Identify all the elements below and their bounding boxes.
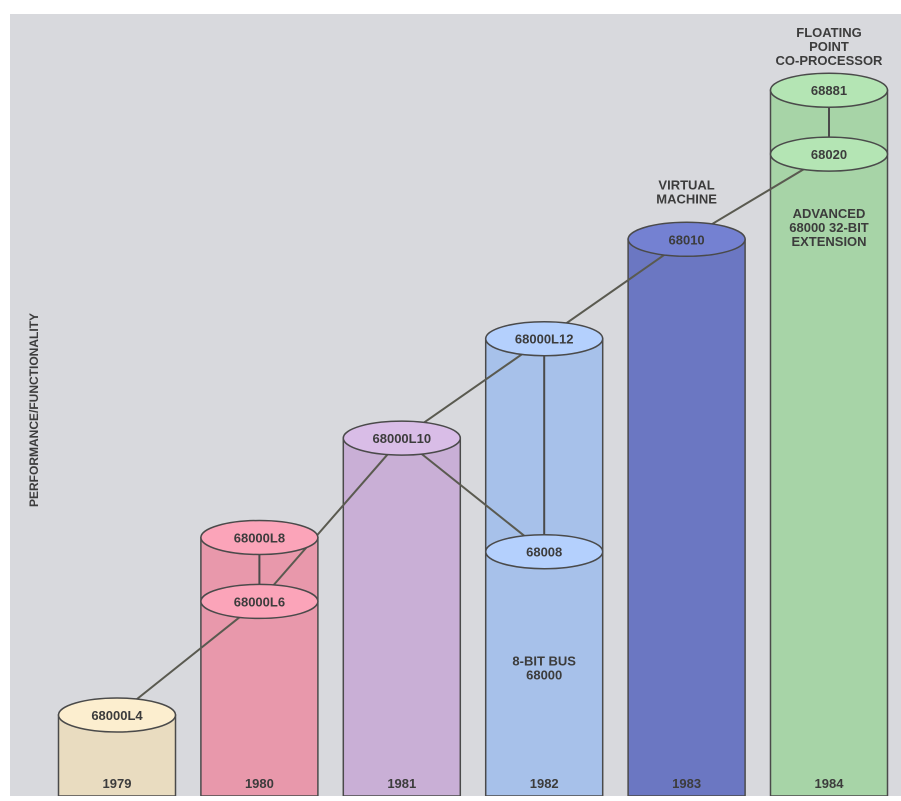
chip-ellipse-68000L4 (57, 697, 177, 733)
chip-label-68000L4: 68000L4 (91, 708, 143, 723)
annotation-line: ADVANCED (793, 206, 866, 221)
year-label-1979: 1979 (103, 776, 132, 791)
chip-ellipse-68881 (769, 72, 889, 108)
chip-ellipse-68020 (769, 136, 889, 172)
year-label-1983: 1983 (672, 776, 701, 791)
annotation-line: 68000 32-BIT (789, 220, 869, 235)
year-label-1981: 1981 (387, 776, 416, 791)
annotations-group: 8-BIT BUS 68000 VIRTUAL MACHINE FLOATING POIN… (512, 25, 883, 682)
column-1983 (627, 238, 746, 797)
column-1981 (342, 437, 462, 797)
annotation-line: CO-PROCESSOR (776, 53, 884, 68)
connector-68000L10-68008 (401, 437, 545, 553)
annotation-line: FLOATING (796, 25, 861, 40)
connector-68000L4-68000L6 (116, 600, 261, 716)
annotation-line: VIRTUAL (658, 178, 714, 193)
y-axis-label: PERFORMANCE/FUNCTIONALITY (27, 313, 41, 507)
annotation-1982-0: 8-BIT BUS 68000 (512, 653, 576, 682)
chip-label-68020: 68020 (811, 147, 847, 162)
annotation-1984-1: ADVANCED 68000 32-BIT EXTENSION (789, 206, 869, 249)
chip-label-68000L12: 68000L12 (515, 332, 574, 347)
column-body-1984 (769, 89, 889, 797)
annotation-line: POINT (809, 39, 849, 54)
column-1984 (769, 89, 889, 797)
chip-label-68010: 68010 (669, 232, 705, 247)
chip-label-68000L6: 68000L6 (234, 594, 285, 609)
chip-label-68000L8: 68000L8 (234, 531, 285, 546)
chip-ellipse-68008 (484, 533, 604, 570)
chip-ellipse-68000L6 (200, 583, 319, 620)
chip-label-68000L10: 68000L10 (373, 431, 432, 446)
annotation-line: EXTENSION (791, 234, 866, 249)
chip-ellipse-68000L10 (342, 420, 462, 456)
column-body-1983 (627, 238, 746, 797)
year-label-1984: 1984 (815, 776, 845, 791)
connector-68000L10-68000L12 (401, 337, 545, 439)
chip-ellipse-68000L12 (484, 320, 604, 357)
year-label-1980: 1980 (245, 776, 274, 791)
connector-68000L6-68000L10 (258, 437, 403, 603)
chip-label-68881: 68881 (811, 83, 847, 98)
annotation-line: 8-BIT BUS (512, 653, 576, 668)
annotation-1983-0: VIRTUAL MACHINE (656, 178, 717, 207)
column-body-1981 (342, 437, 462, 797)
annotation-line: 68000 (526, 667, 562, 682)
chip-ellipse-68000L8 (200, 519, 319, 556)
annotation-1984-0: FLOATING POINT CO-PROCESSOR (776, 25, 884, 68)
annotation-line: MACHINE (656, 192, 717, 207)
year-label-1982: 1982 (530, 776, 559, 791)
connector-68000L12-68010 (543, 238, 688, 340)
chip-connector-lines (258, 107, 830, 585)
chip-label-68008: 68008 (526, 545, 562, 560)
chip-ellipse-68010 (627, 221, 746, 258)
